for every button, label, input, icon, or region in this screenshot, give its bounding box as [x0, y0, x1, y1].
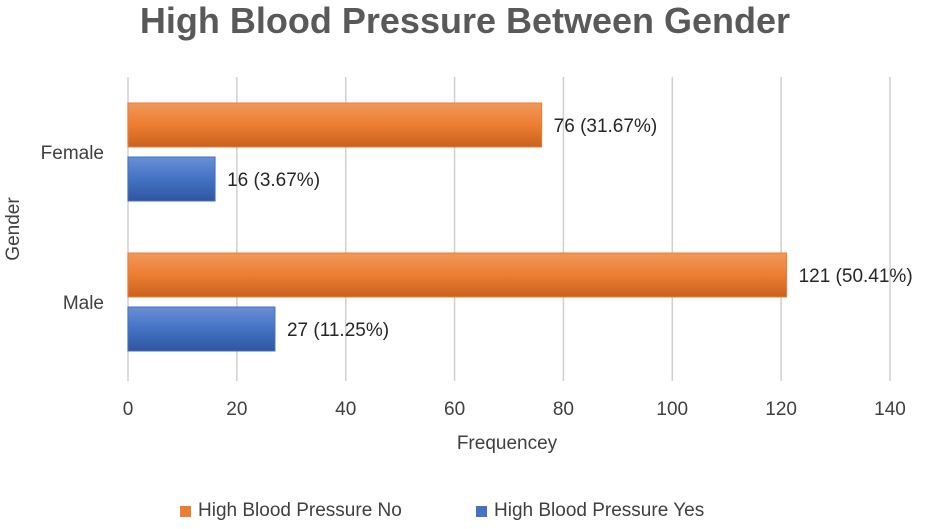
x-tick-label: 120	[765, 399, 797, 420]
x-tick-label: 40	[335, 399, 356, 420]
chart-title: High Blood Pressure Between Gender	[140, 0, 790, 41]
x-tick-label: 20	[226, 399, 247, 420]
data-label: 16 (3.67%)	[227, 170, 320, 191]
data-label: 121 (50.41%)	[799, 266, 913, 287]
data-label: 27 (11.25%)	[287, 320, 389, 341]
legend: High Blood Pressure No High Blood Pressur…	[180, 500, 704, 521]
legend-swatch	[180, 506, 191, 517]
y-axis-categories: Female Male	[41, 143, 104, 314]
category-label: Male	[63, 293, 104, 314]
legend-label: High Blood Pressure No	[198, 500, 402, 521]
bar	[127, 156, 216, 202]
data-label: 76 (31.67%)	[554, 116, 658, 137]
x-tick-label: 140	[874, 399, 906, 420]
legend-label: High Blood Pressure Yes	[494, 500, 704, 521]
x-axis-ticks: 0 20 40 60 80 100 120 140	[123, 399, 906, 420]
y-axis-label: Gender	[3, 197, 24, 261]
x-tick-label: 0	[123, 399, 134, 420]
x-tick-label: 60	[444, 399, 465, 420]
x-axis-label: Frequencey	[457, 433, 558, 454]
bar	[127, 252, 788, 298]
x-tick-label: 100	[656, 399, 688, 420]
bars: 76 (31.67%) 16 (3.67%) 121 (50.41%) 27 (11.…	[127, 102, 913, 352]
category-label: Female	[41, 143, 104, 164]
x-tick-label: 80	[553, 399, 574, 420]
bar	[127, 102, 543, 148]
legend-swatch	[476, 506, 487, 517]
bar	[127, 306, 276, 352]
